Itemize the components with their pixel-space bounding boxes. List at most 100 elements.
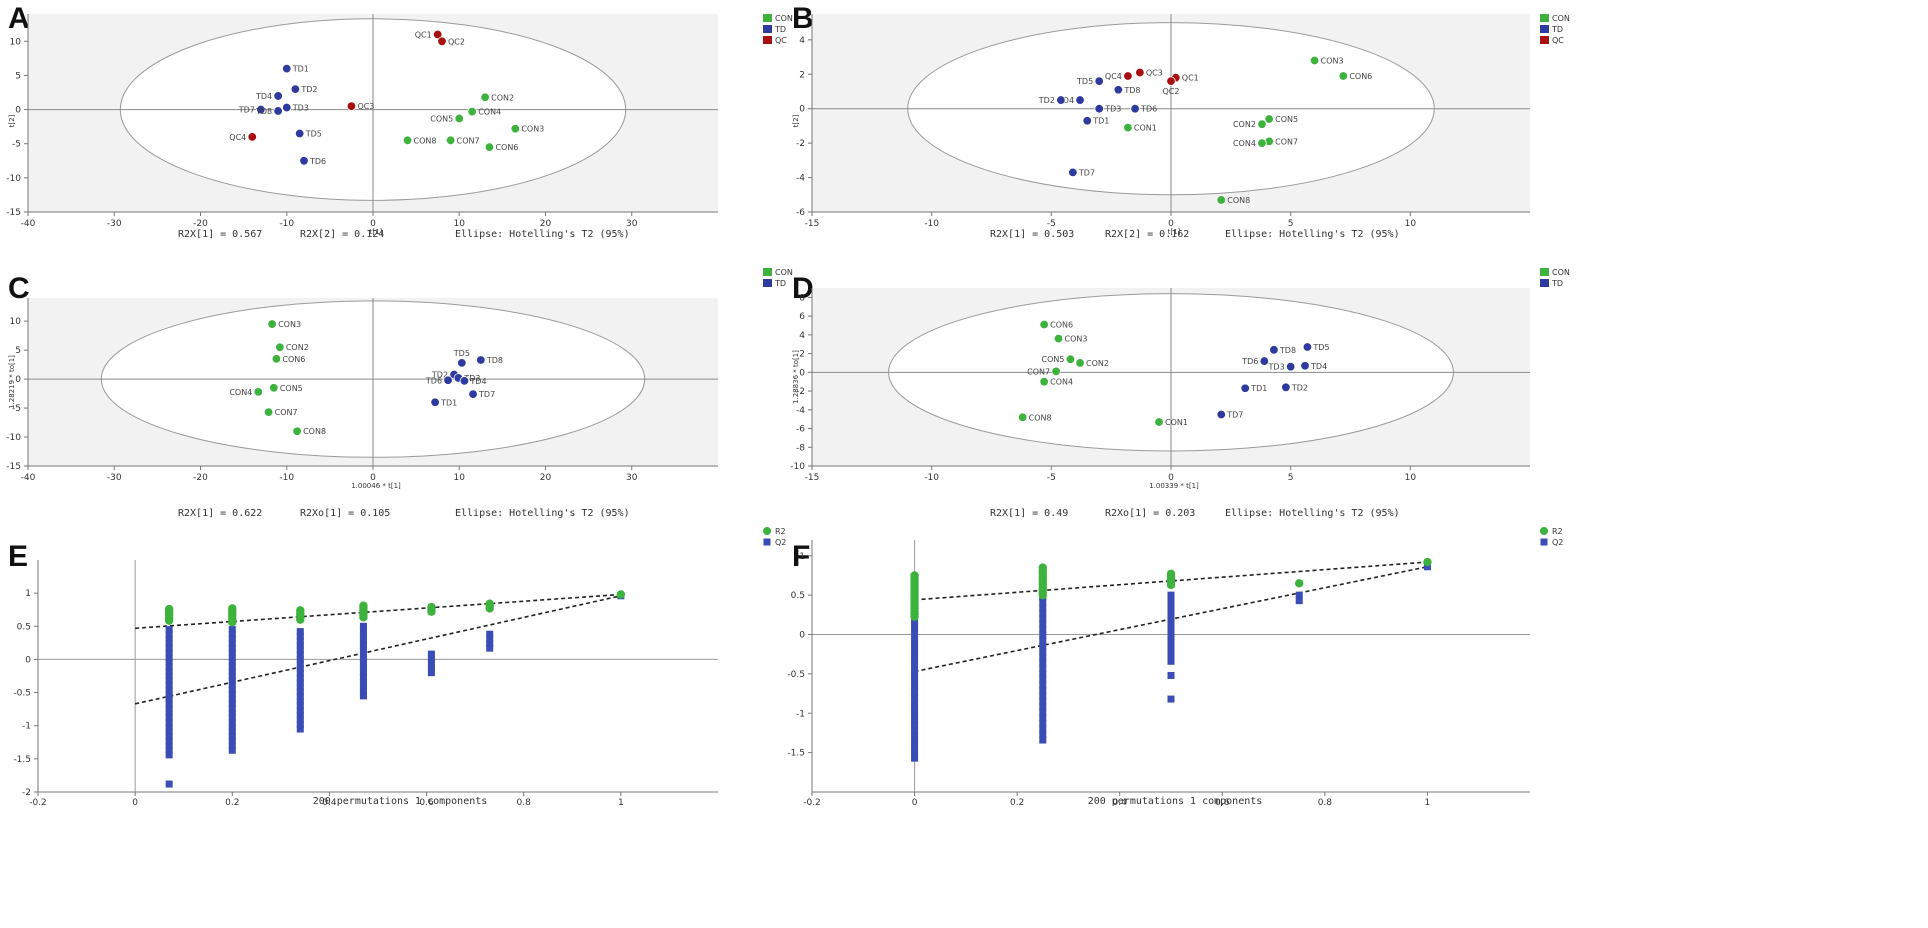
- point-label-con8: CON8: [1227, 196, 1250, 205]
- point-con5: [1264, 114, 1274, 124]
- x-tick-label: -0.2: [803, 798, 821, 808]
- point-qc2: [437, 36, 447, 47]
- point-label-td1: TD1: [1250, 384, 1267, 393]
- q2-marker: [1039, 615, 1047, 623]
- point-con5: [269, 383, 279, 393]
- point-label-td2: TD2: [300, 85, 317, 94]
- point-label-qc3: QC3: [1146, 69, 1163, 78]
- q2-marker: [228, 626, 236, 634]
- q2-marker: [1167, 635, 1175, 643]
- panel-letter-f: F: [792, 540, 810, 573]
- panel-letter-d: D: [792, 272, 814, 305]
- q2-marker: [165, 718, 173, 726]
- point-label-con8: CON8: [1029, 413, 1052, 422]
- point-label-td8: TD8: [1279, 346, 1296, 355]
- legend-label-td: TD: [1551, 279, 1563, 288]
- point-label-td2: TD2: [431, 370, 448, 379]
- r2-marker: [1166, 580, 1176, 590]
- q2-marker: [911, 716, 919, 724]
- y-axis-label: 1.28219 * to[1]: [8, 355, 16, 409]
- point-qc3: [346, 101, 357, 111]
- point-con4: [467, 106, 477, 117]
- q2-marker: [359, 683, 367, 691]
- panel-letter-a: A: [8, 2, 30, 35]
- x-tick-label: -0.2: [29, 798, 47, 808]
- x-axis-label: t[1]: [1168, 228, 1181, 236]
- q2-marker: [911, 677, 919, 685]
- q2-marker: [1295, 597, 1303, 605]
- point-label-td6: TD6: [1241, 357, 1258, 366]
- q2-marker: [359, 641, 367, 649]
- y-tick-label: 0: [799, 368, 805, 378]
- footer-text: Ellipse: Hotelling's T2 (95%): [1225, 229, 1400, 240]
- q2-marker: [228, 677, 236, 685]
- point-td2: [1281, 382, 1291, 393]
- q2-marker: [359, 636, 367, 644]
- point-label-con4: CON4: [1233, 139, 1256, 148]
- q2-final-marker: [1423, 563, 1431, 571]
- y-tick-label: 10: [10, 37, 22, 47]
- r2-marker: [1038, 590, 1047, 600]
- q2-marker: [911, 694, 919, 701]
- y-tick-label: -6: [796, 425, 805, 435]
- q2-marker: [1039, 664, 1047, 672]
- point-label-qc2: QC2: [1163, 87, 1180, 96]
- q2-marker: [296, 720, 304, 728]
- footer-text: R2X[2] = 0.162: [1105, 229, 1189, 240]
- q2-marker: [359, 655, 367, 663]
- point-label-con5: CON5: [430, 114, 453, 123]
- legend-swatch-con: [763, 268, 772, 276]
- x-axis-label: 200 permutations 1 components: [313, 796, 488, 807]
- r2-marker: [1295, 579, 1304, 588]
- point-label-td6: TD6: [309, 157, 326, 166]
- q2-marker: [228, 709, 236, 717]
- point-label-con4: CON4: [1050, 378, 1073, 387]
- q2-marker: [165, 677, 173, 685]
- q2-marker: [228, 640, 236, 648]
- y-tick-label: -1.5: [13, 755, 31, 765]
- q2-marker: [296, 669, 304, 677]
- legend-label-con: CON: [1552, 268, 1570, 277]
- q2-marker: [1167, 630, 1175, 638]
- point-con7: [263, 407, 274, 417]
- x-tick-label: -10: [924, 473, 939, 483]
- point-label-td3: TD3: [1104, 105, 1121, 114]
- point-con1: [1123, 122, 1133, 133]
- point-td3: [1285, 361, 1296, 372]
- legend-label-r2: R2: [775, 527, 786, 536]
- point-label-con2: CON2: [1233, 120, 1256, 129]
- q2-marker: [486, 635, 494, 643]
- legend-label-td: TD: [1551, 25, 1563, 34]
- q2-marker: [359, 678, 367, 686]
- q2-marker: [911, 699, 919, 707]
- q2-marker: [911, 738, 919, 746]
- q2-marker: [1167, 591, 1175, 599]
- q2-marker: [1039, 670, 1047, 678]
- y-tick-label: 2: [799, 70, 805, 80]
- y-tick-label: -2: [796, 139, 805, 149]
- point-td1: [1082, 116, 1092, 126]
- x-tick-label: 30: [626, 219, 638, 229]
- panel-f: F -1.5 -1 -0.5 0 0.5 1 -0.2 0 0.2 0.4 0.6 0.8 1 200 pe…: [787, 527, 1563, 808]
- point-con2: [480, 92, 490, 102]
- legend-swatch-con: [763, 14, 772, 22]
- point-label-con3: CON3: [1065, 335, 1088, 344]
- q2-marker: [1039, 604, 1047, 612]
- q2-marker: [1039, 736, 1047, 744]
- legend-swatch-q2: [1540, 538, 1548, 546]
- point-td1: [430, 397, 440, 407]
- point-td4: [1075, 95, 1085, 105]
- x-tick-label: -20: [193, 473, 208, 483]
- r2-final-marker: [1423, 557, 1432, 567]
- q2-marker: [1039, 637, 1047, 645]
- q2-marker: [1039, 692, 1047, 700]
- y-tick-label: 5: [15, 346, 21, 356]
- q2-marker: [911, 710, 919, 718]
- x-tick-label: 0: [1168, 219, 1174, 229]
- q2-marker: [911, 655, 919, 663]
- legend-swatch-qc: [1540, 36, 1549, 44]
- q2-marker: [1039, 725, 1047, 733]
- panel-a: A -15 -10 -5 0 5 10 -40 -30 -20 -10 0 10 20 30 t[1] t[2]…: [6, 2, 793, 240]
- panel-c: C -15 -10 -5 0 5 10 -40 -30 -20 -10 0 10 20 30 1.00046 …: [6, 268, 793, 519]
